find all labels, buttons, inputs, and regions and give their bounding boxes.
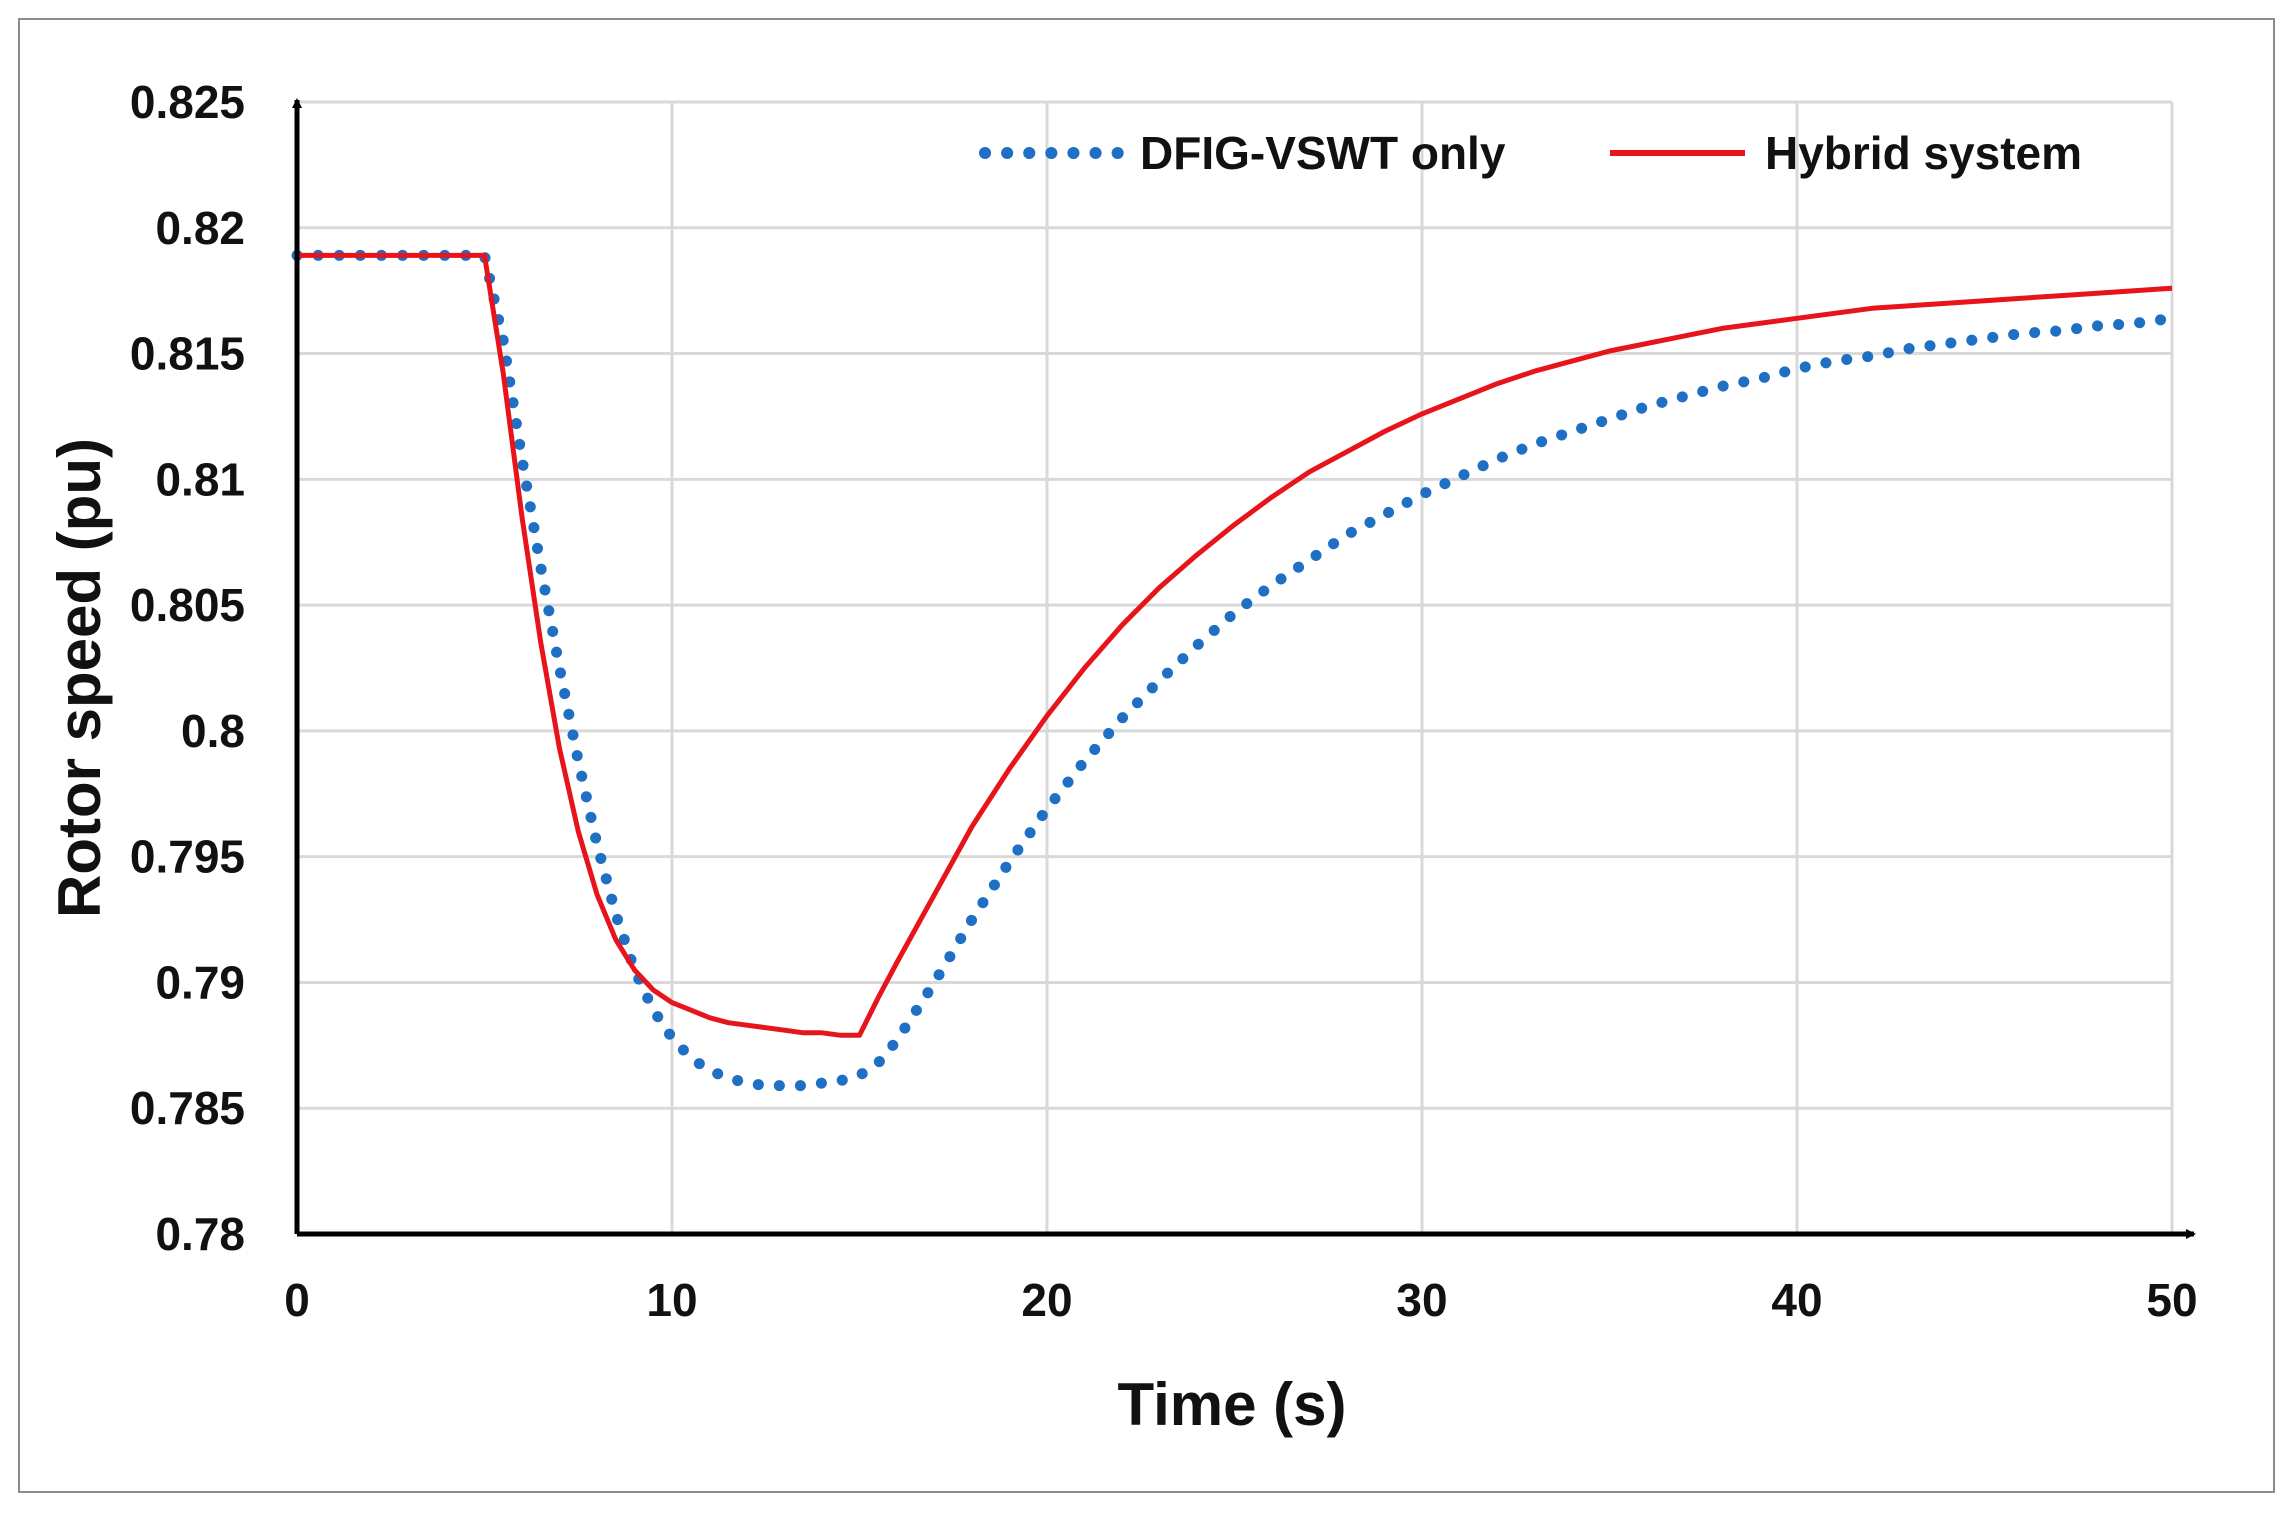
x-tick-label: 0 — [284, 1274, 310, 1326]
x-tick-label: 40 — [1771, 1274, 1822, 1326]
series-group — [291, 249, 2178, 1092]
y-axis-title: Rotor speed (pu) — [46, 438, 113, 918]
y-tick-label: 0.815 — [130, 328, 245, 380]
legend: DFIG-VSWT only Hybrid system — [979, 127, 2082, 179]
y-tick-label: 0.81 — [155, 453, 245, 505]
legend-label-hybrid: Hybrid system — [1765, 127, 2082, 179]
series-line-dfig-vswt-only — [291, 249, 2178, 1092]
y-tick-label: 0.82 — [155, 202, 245, 254]
legend-label-dfig: DFIG-VSWT only — [1140, 127, 1506, 179]
axes — [292, 98, 2196, 1239]
x-tick-label: 50 — [2146, 1274, 2197, 1326]
y-tick-label: 0.78 — [155, 1208, 245, 1260]
tick-labels: 0.78 0.785 0.79 0.795 0.8 0.805 0.81 0.815 0.82 0… — [130, 76, 2198, 1326]
x-axis-title: Time (s) — [1118, 1371, 1347, 1438]
y-tick-label: 0.795 — [130, 831, 245, 883]
y-tick-label: 0.805 — [130, 579, 245, 631]
series-line-hybrid-system — [297, 252, 2173, 1038]
x-tick-label: 10 — [646, 1274, 697, 1326]
y-tick-label: 0.785 — [130, 1082, 245, 1134]
x-tick-label: 20 — [1021, 1274, 1072, 1326]
y-tick-label: 0.825 — [130, 76, 245, 128]
x-tick-label: 30 — [1396, 1274, 1447, 1326]
grid — [297, 100, 2174, 1234]
y-tick-label: 0.8 — [181, 705, 245, 757]
y-tick-label: 0.79 — [155, 956, 245, 1008]
chart-frame — [18, 18, 2275, 1493]
